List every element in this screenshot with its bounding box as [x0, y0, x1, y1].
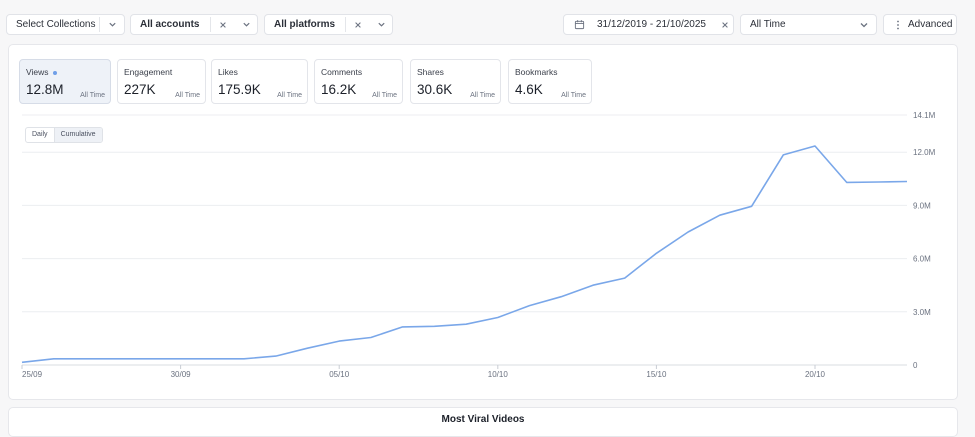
metric-period: All Time	[80, 92, 105, 99]
metric-value: 16.2K	[321, 82, 357, 97]
y-tick-label: 14.1M	[913, 111, 936, 120]
chevron-down-icon	[853, 15, 875, 34]
metric-name: Bookmarks	[515, 67, 558, 77]
x-tick-label: 10/10	[488, 370, 509, 379]
metric-card-shares[interactable]: Shares 30.6K All Time	[410, 59, 501, 104]
divider	[345, 17, 346, 32]
metric-name: Shares	[417, 67, 444, 77]
y-tick-label: 12.0M	[913, 148, 936, 157]
metric-value: 12.8M	[26, 82, 64, 97]
metric-name: Likes	[218, 67, 238, 77]
x-tick-label: 30/09	[171, 370, 192, 379]
close-icon[interactable]	[346, 15, 370, 34]
metric-period: All Time	[372, 92, 397, 99]
accounts-select-label: All accounts	[140, 19, 200, 30]
advanced-button[interactable]: Advanced	[883, 14, 957, 35]
close-icon[interactable]	[211, 15, 235, 34]
x-tick-label: 25/09	[22, 370, 43, 379]
divider	[210, 17, 211, 32]
x-tick-label: 15/10	[646, 370, 667, 379]
metric-name-wrap: Views	[26, 67, 57, 77]
views-line-chart: 0 3.0M 6.0M 9.0M 12.0M 14.1M 25/09 30/09 05/10 10…	[21, 111, 936, 379]
metric-card-views[interactable]: Views 12.8M All Time	[19, 59, 111, 104]
x-tick-label: 05/10	[329, 370, 350, 379]
calendar-icon	[570, 15, 588, 34]
platforms-select-label: All platforms	[274, 19, 336, 30]
toggle-cumulative[interactable]: Cumulative	[53, 128, 102, 142]
advanced-label: Advanced	[908, 19, 953, 30]
metric-card-likes[interactable]: Likes 175.9K All Time	[211, 59, 308, 104]
metric-name: Views	[26, 67, 49, 77]
metric-value: 30.6K	[417, 82, 453, 97]
date-range-picker[interactable]: 31/12/2019 - 21/10/2025	[563, 14, 734, 35]
y-tick-label: 6.0M	[913, 255, 931, 264]
metric-period: All Time	[470, 92, 495, 99]
accounts-select[interactable]: All accounts	[130, 14, 258, 35]
metric-period: All Time	[277, 92, 302, 99]
y-tick-label: 0	[913, 361, 918, 370]
chevron-down-icon[interactable]	[370, 15, 393, 34]
divider	[99, 17, 100, 32]
vertical-ellipsis-icon	[893, 15, 903, 34]
chevron-down-icon[interactable]	[235, 15, 258, 34]
collections-select[interactable]: Select Collections	[6, 14, 125, 35]
metric-card-bookmarks[interactable]: Bookmarks 4.6K All Time	[508, 59, 592, 104]
toggle-daily[interactable]: Daily	[32, 131, 48, 138]
view-toggle: Daily Cumulative	[25, 127, 103, 143]
metric-value: 227K	[124, 82, 156, 97]
analytics-card: Views 12.8M All Time Engagement 227K All…	[8, 44, 958, 400]
metric-value: 4.6K	[515, 82, 543, 97]
filter-bar: Select Collections All accounts All plat…	[0, 0, 975, 46]
metric-name: Engagement	[124, 67, 173, 77]
metric-value: 175.9K	[218, 82, 261, 97]
metric-card-engagement[interactable]: Engagement 227K All Time	[117, 59, 206, 104]
metric-period: All Time	[175, 92, 200, 99]
date-range-label: 31/12/2019 - 21/10/2025	[597, 19, 706, 30]
time-range-select[interactable]: All Time	[740, 14, 877, 35]
platforms-select[interactable]: All platforms	[264, 14, 393, 35]
active-dot-icon	[52, 70, 57, 75]
metric-card-comments[interactable]: Comments 16.2K All Time	[314, 59, 403, 104]
y-tick-label: 3.0M	[913, 308, 931, 317]
y-tick-label: 9.0M	[913, 201, 931, 210]
time-range-label: All Time	[750, 19, 786, 30]
collections-select-label: Select Collections	[16, 19, 96, 30]
most-viral-videos-section: Most Viral Videos	[8, 407, 958, 437]
chevron-down-icon[interactable]	[100, 15, 125, 34]
metric-period: All Time	[561, 92, 586, 99]
x-tick-label: 20/10	[805, 370, 826, 379]
metric-name: Comments	[321, 67, 363, 77]
series-line	[21, 145, 908, 364]
close-icon[interactable]	[716, 15, 734, 34]
